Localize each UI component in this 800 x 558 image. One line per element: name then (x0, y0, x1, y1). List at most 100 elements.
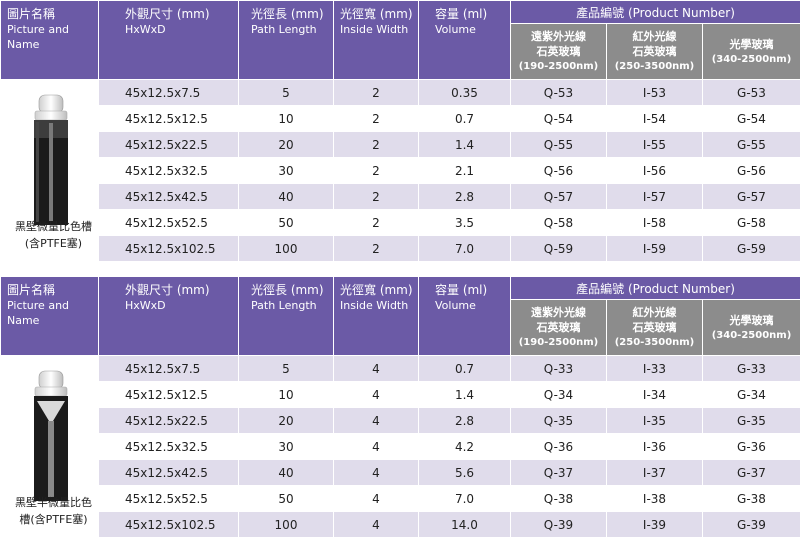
cell-path-length: 100 (238, 511, 334, 538)
header-quartz-ir: 紅外光線 石英玻璃 (250-3500nm) (606, 299, 703, 356)
cell-path-length: 10 (238, 105, 334, 132)
micro-cuvette-image (34, 94, 68, 225)
cell-dimensions: 45x12.5x42.5 (98, 459, 239, 486)
cell-path-length: 30 (238, 157, 334, 184)
cell-quartz-ir-code: I-38 (606, 485, 703, 512)
header-volume: 容量 (ml) Volume (418, 0, 511, 80)
product-picture-cell: 黑壁微量比色槽 (含PTFE塞) (0, 79, 99, 262)
cell-optical-glass-code: G-35 (701, 407, 800, 434)
cell-quartz-ir-code: I-37 (606, 459, 703, 486)
table-row: 45x12.5x32.5 30 4 4.2 Q-36 I-36 G-36 (1, 433, 800, 460)
cell-quartz-uv-code: Q-35 (510, 407, 607, 434)
header-text: Inside Width (340, 23, 409, 36)
cell-quartz-ir-code: I-56 (606, 157, 703, 184)
cell-dimensions: 45x12.5x22.5 (98, 407, 239, 434)
cell-path-length: 20 (238, 131, 334, 158)
table-row: 45x12.5x12.5 10 4 1.4 Q-34 I-34 G-34 (1, 381, 800, 408)
cell-quartz-ir-code: I-36 (606, 433, 703, 460)
cell-optical-glass-code: G-59 (701, 235, 800, 262)
cell-dimensions: 45x12.5x12.5 (98, 381, 239, 408)
cell-inside-width: 4 (333, 381, 419, 408)
table-row: 45x12.5x32.5 30 2 2.1 Q-56 I-56 G-56 (1, 157, 800, 184)
cell-inside-width: 2 (333, 183, 419, 210)
header-text: 容量 (ml) (435, 7, 488, 21)
cell-dimensions: 45x12.5x22.5 (98, 131, 239, 158)
header-text: (190-2500nm) (518, 337, 599, 348)
header-text: 石英玻璃 (632, 45, 677, 58)
cuvette-table-micro: 圖片名稱 Picture and Name 外觀尺寸 (mm) HxWxD 光徑… (0, 0, 800, 262)
product-name-line1: 黑壁半微量比色 (15, 496, 92, 509)
header-text: Name (7, 314, 40, 327)
cell-quartz-ir-code: I-53 (606, 79, 703, 106)
cell-dimensions: 45x12.5x7.5 (98, 355, 239, 382)
cell-optical-glass-code: G-54 (701, 105, 800, 132)
cell-inside-width: 2 (333, 209, 419, 236)
cell-path-length: 100 (238, 235, 334, 262)
cell-optical-glass-code: G-33 (701, 355, 800, 382)
table-row: 45x12.5x22.5 20 4 2.8 Q-35 I-35 G-35 (1, 407, 800, 434)
table-row: 45x12.5x42.5 40 4 5.6 Q-37 I-37 G-37 (1, 459, 800, 486)
cell-quartz-uv-code: Q-33 (510, 355, 607, 382)
header-text: Inside Width (340, 299, 409, 312)
semi-micro-cuvette-image (34, 370, 68, 501)
header-text: 光學玻璃 (729, 37, 774, 51)
cell-optical-glass-code: G-34 (701, 381, 800, 408)
product-name-line2: (含PTFE塞) (24, 237, 83, 250)
cell-quartz-uv-code: Q-38 (510, 485, 607, 512)
header-text: Volume (435, 299, 476, 312)
cell-volume: 0.35 (418, 79, 511, 106)
cell-volume: 4.2 (418, 433, 511, 460)
cell-quartz-ir-code: I-35 (606, 407, 703, 434)
header-product-number: 產品編號 (Product Number) (509, 276, 800, 300)
cell-quartz-ir-code: I-54 (606, 105, 703, 132)
cell-volume: 0.7 (418, 355, 511, 382)
header-text: 外觀尺寸 (mm) (125, 283, 210, 297)
cell-quartz-uv-code: Q-37 (510, 459, 607, 486)
cell-volume: 5.6 (418, 459, 511, 486)
cell-quartz-uv-code: Q-58 (510, 209, 607, 236)
cell-inside-width: 4 (333, 433, 419, 460)
header-text: 容量 (ml) (435, 283, 488, 297)
cell-inside-width: 4 (333, 355, 419, 382)
cell-quartz-uv-code: Q-53 (510, 79, 607, 106)
cell-inside-width: 2 (333, 79, 419, 106)
cell-dimensions: 45x12.5x7.5 (98, 79, 239, 106)
cuvette-table-semi-micro: 圖片名稱 Picture and Name 外觀尺寸 (mm) HxWxD 光徑… (0, 276, 800, 538)
table-row: 45x12.5x42.5 40 2 2.8 Q-57 I-57 G-57 (1, 183, 800, 210)
cell-volume: 2.1 (418, 157, 511, 184)
cell-path-length: 50 (238, 209, 334, 236)
cell-inside-width: 2 (333, 105, 419, 132)
cell-quartz-uv-code: Q-54 (510, 105, 607, 132)
cell-optical-glass-code: G-55 (701, 131, 800, 158)
table-row: 45x12.5x102.5 100 2 7.0 Q-59 I-59 G-59 (1, 235, 800, 262)
header-text: 紅外光線 (632, 306, 677, 319)
header-text: 光徑寬 (mm) (340, 7, 413, 21)
header-text: 紅外光線 (632, 30, 677, 43)
cell-quartz-ir-code: I-55 (606, 131, 703, 158)
cell-quartz-uv-code: Q-56 (510, 157, 607, 184)
table-row: 黑壁微量比色槽 (含PTFE塞) 45x12.5x7.5 5 2 0.35 Q-53 I-… (0, 79, 800, 262)
header-text: HxWxD (125, 299, 166, 312)
header-text: Path Length (251, 23, 317, 36)
cell-quartz-ir-code: I-34 (606, 381, 703, 408)
cell-dimensions: 45x12.5x102.5 (98, 235, 239, 262)
header-text: (250-3500nm) (614, 337, 695, 348)
cell-quartz-uv-code: Q-59 (510, 235, 607, 262)
header-text: Volume (435, 23, 476, 36)
cell-quartz-ir-code: I-57 (606, 183, 703, 210)
header-quartz-uv: 遠紫外光線 石英玻璃 (190-2500nm) (510, 23, 607, 80)
header-text: 遠紫外光線 (531, 306, 586, 319)
cell-optical-glass-code: G-38 (701, 485, 800, 512)
header-quartz-uv: 遠紫外光線 石英玻璃 (190-2500nm) (510, 299, 607, 356)
header-optical-glass: 光學玻璃 (340-2500nm) (701, 23, 800, 80)
cell-volume: 1.4 (418, 131, 511, 158)
cell-inside-width: 4 (333, 407, 419, 434)
header-text: Path Length (251, 299, 317, 312)
cell-inside-width: 2 (333, 131, 419, 158)
header-text: (340-2500nm) (711, 329, 792, 341)
header-inside-width: 光徑寬 (mm) Inside Width (333, 276, 419, 356)
header-picture: 圖片名稱 Picture and Name (0, 276, 99, 356)
cell-volume: 2.8 (418, 183, 511, 210)
header-text: 光學玻璃 (729, 313, 774, 327)
table-row: 45x12.5x12.5 10 2 0.7 Q-54 I-54 G-54 (1, 105, 800, 132)
